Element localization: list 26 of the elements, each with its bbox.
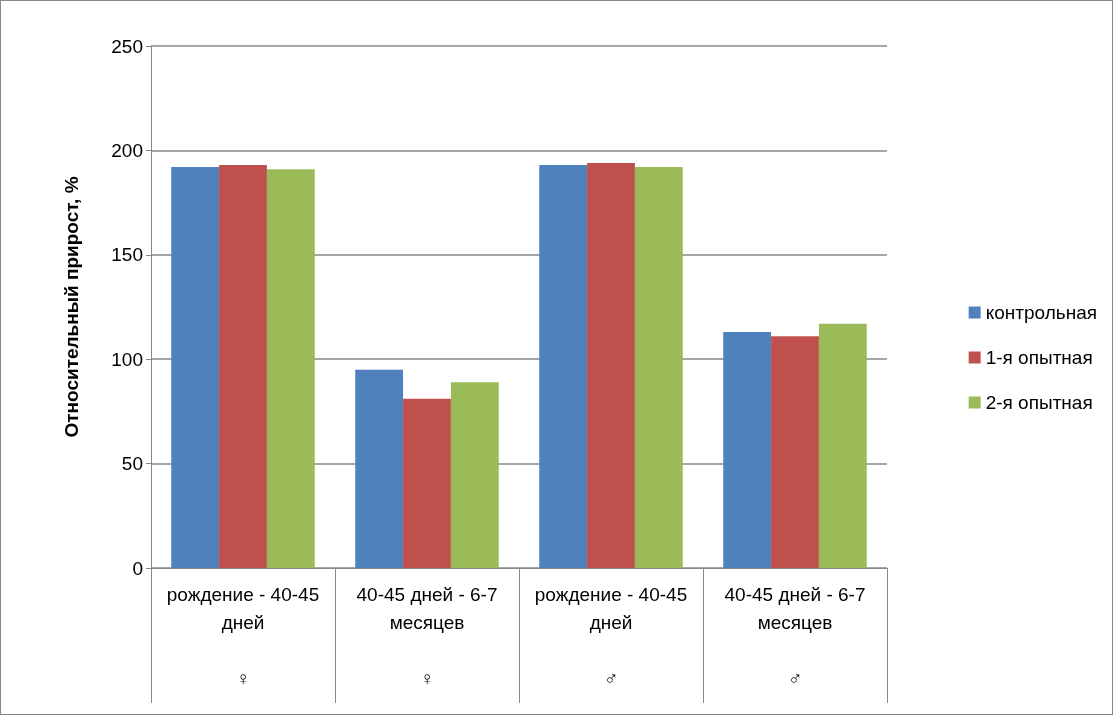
bar <box>634 167 683 568</box>
category-label: 40-45 дней - 6-7 месяцев ♂ <box>724 583 866 689</box>
y-tick-label: 250 <box>111 35 143 57</box>
bar <box>818 323 867 568</box>
bar <box>539 165 588 568</box>
category-label: рождение - 40-45 дней ♂ <box>534 583 688 689</box>
y-tick-label: 150 <box>111 244 143 266</box>
legend-label: 1-я опытная <box>985 347 1093 368</box>
bar <box>587 162 635 568</box>
bar <box>266 169 315 568</box>
bar <box>771 336 819 568</box>
bar <box>171 167 220 568</box>
category-label: 40-45 дней - 6-7 месяцев ♀ <box>356 583 498 689</box>
y-axis-title: Относительный прирост, % <box>61 176 82 438</box>
legend-label: 2-я опытная <box>985 392 1093 413</box>
legend-label: контрольная <box>985 302 1098 323</box>
bar <box>450 382 499 568</box>
y-tick-label: 0 <box>132 557 143 579</box>
y-tick-label: 50 <box>121 453 143 475</box>
bar <box>403 398 451 568</box>
y-tick-label: 200 <box>111 139 143 161</box>
bar <box>355 369 404 568</box>
bar <box>219 165 267 568</box>
y-tick-label: 100 <box>111 348 143 370</box>
bar <box>723 332 772 568</box>
category-label: рождение - 40-45 дней ♀ <box>166 583 320 689</box>
